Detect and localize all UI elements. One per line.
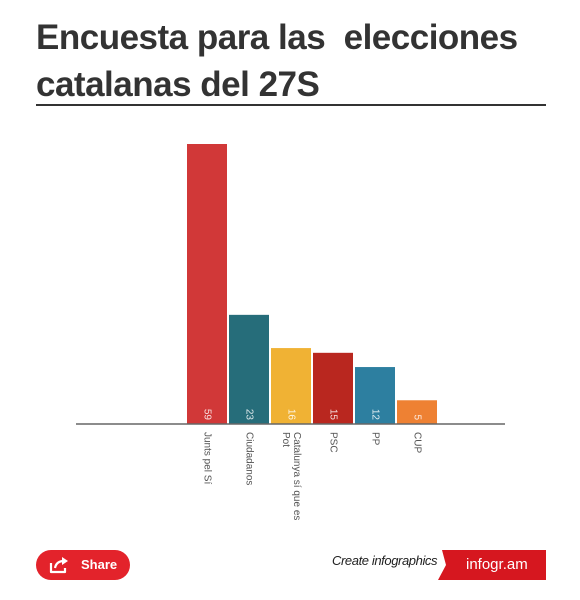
category-label-1: Junts pel Sí xyxy=(202,432,213,484)
page-title: Encuesta para las elecciones catalanas d… xyxy=(36,18,527,104)
data-label-6: 5 xyxy=(412,414,423,420)
bar-6[interactable] xyxy=(397,400,437,424)
bar-4[interactable] xyxy=(313,352,353,424)
bar-3[interactable] xyxy=(271,348,311,424)
bar-chart: 59 Junts pel Sí 23 Ciudadanos 16 Catalunya sí… xyxy=(76,144,505,520)
bar-2[interactable] xyxy=(229,314,269,424)
share-button-label: Share xyxy=(81,557,118,572)
category-label-4: PSC xyxy=(328,432,339,453)
category-label-3: Catalunya sí que esPot xyxy=(280,432,302,520)
data-label-2: 23 xyxy=(244,409,255,421)
category-label-5: PP xyxy=(370,432,381,446)
data-label-4: 15 xyxy=(328,409,339,421)
bar-1[interactable] xyxy=(187,144,227,424)
brand-logo-text[interactable]: infogr.am xyxy=(466,556,528,573)
data-label-1: 59 xyxy=(202,409,213,421)
brand-badge[interactable] xyxy=(438,550,546,580)
share-button[interactable]: Share xyxy=(36,550,130,580)
data-label-3: 16 xyxy=(286,409,297,421)
category-label-6: CUP xyxy=(412,432,423,453)
category-label-2: Ciudadanos xyxy=(244,432,255,485)
create-infographics-link[interactable]: Create infographics xyxy=(332,553,438,568)
bar-5[interactable] xyxy=(355,367,395,424)
data-label-5: 12 xyxy=(370,409,381,421)
title-divider xyxy=(36,104,546,106)
share-icon xyxy=(49,556,71,574)
